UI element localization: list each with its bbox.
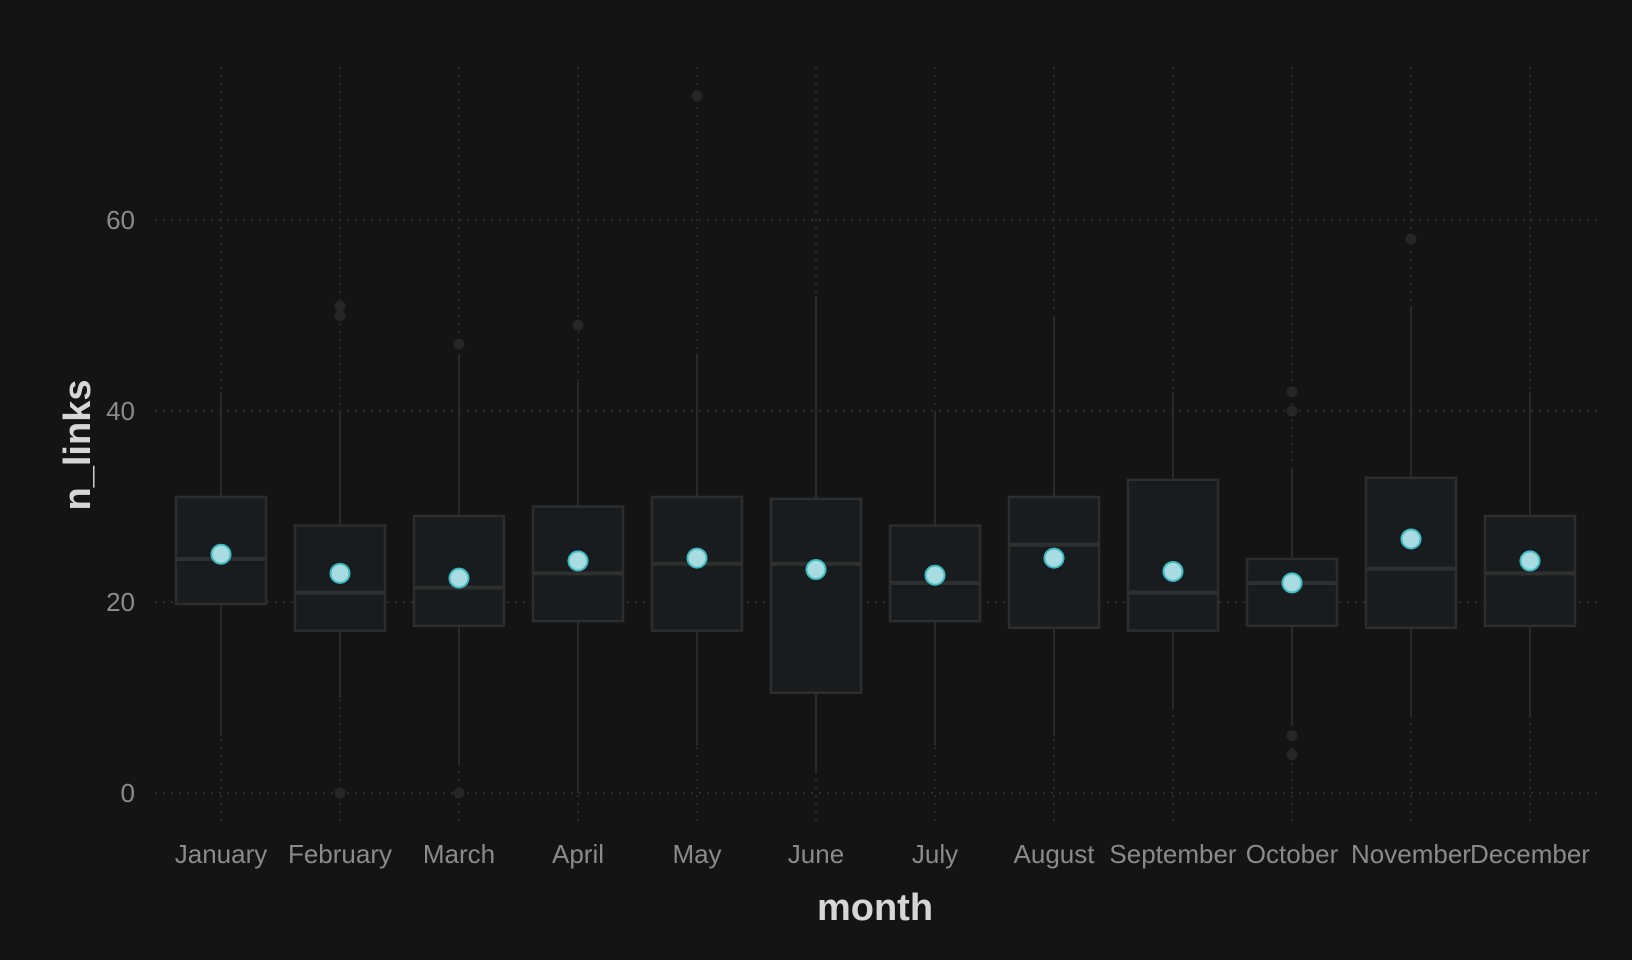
outlier-point [1405,233,1417,245]
mean-point [567,550,589,572]
x-tick-label: September [1109,839,1237,869]
box-layer [174,90,1577,799]
x-tick-label: May [672,839,721,869]
y-axis-title: n_links [57,380,99,511]
x-tick-label: November [1351,839,1471,869]
mean-point [1400,528,1422,550]
x-tick-label: August [1014,839,1096,869]
outlier-point [453,338,465,350]
box-october [1245,386,1339,761]
outlier-point [334,787,346,799]
outlier-point [1286,730,1298,742]
box-september [1126,391,1220,708]
y-tick-label: 40 [106,396,135,426]
outlier-point [453,787,465,799]
outlier-point [1286,386,1298,398]
outlier-point [572,319,584,331]
box-december [1483,391,1577,717]
x-tick-label: April [552,839,604,869]
box-june [769,296,863,774]
box-july [888,411,982,746]
y-tick-label: 20 [106,587,135,617]
mean-point [924,564,946,586]
box-august [1007,315,1101,736]
box-november [1364,233,1458,717]
label-layer: 0 20 40 60 January February March April May June J… [106,205,1590,869]
x-tick-label: March [423,839,495,869]
mean-point [329,562,351,584]
x-tick-label: February [288,839,392,869]
box-april [531,319,625,793]
outlier-point [1286,749,1298,761]
box-march [412,338,506,799]
iqr-box [1126,478,1220,632]
mean-point [1043,547,1065,569]
x-tick-label: June [788,839,844,869]
box-january [174,391,268,736]
x-axis-title: month [817,887,933,929]
outlier-point [691,90,703,102]
mean-point [448,567,470,589]
x-tick-label: December [1470,839,1590,869]
mean-point [1281,572,1303,594]
grid-layer [155,67,1600,822]
outlier-point [1286,405,1298,417]
y-tick-label: 0 [121,778,135,808]
mean-point [805,559,827,581]
mean-point [686,547,708,569]
box-may [650,90,744,746]
iqr-box [1364,476,1458,630]
y-tick-label: 60 [106,205,135,235]
x-tick-label: October [1246,839,1339,869]
mean-point [1162,560,1184,582]
x-tick-label: January [175,839,268,869]
box-february [293,300,387,799]
iqr-box [769,497,863,694]
mean-point [1519,550,1541,572]
x-tick-label: July [912,839,958,869]
outlier-point [334,310,346,321]
mean-point [210,543,232,565]
outlier-point [334,300,346,312]
